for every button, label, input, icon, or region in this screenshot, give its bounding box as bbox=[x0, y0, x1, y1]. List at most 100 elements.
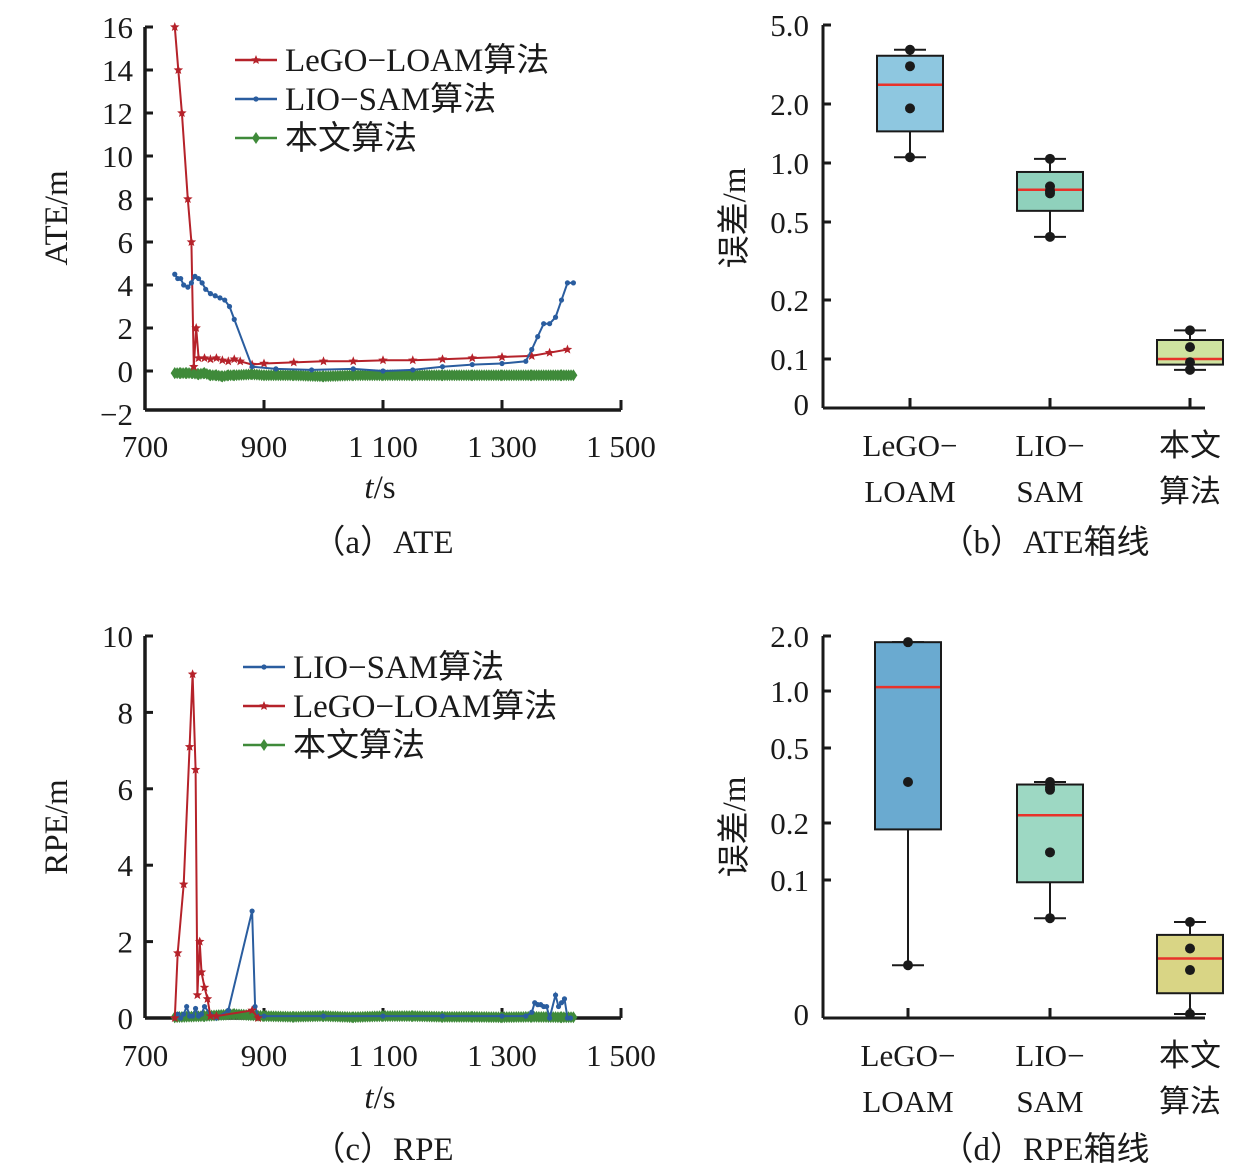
legend-marker-icon bbox=[253, 96, 259, 102]
x-category-label: 算法 bbox=[1159, 474, 1221, 509]
data-point bbox=[469, 361, 475, 368]
data-point bbox=[320, 1013, 327, 1019]
y-tick-label: 0 bbox=[118, 1001, 134, 1036]
data-point bbox=[567, 369, 576, 382]
data-point bbox=[196, 967, 207, 977]
data-point bbox=[1185, 1009, 1195, 1019]
series-star bbox=[170, 22, 573, 371]
series-star bbox=[170, 669, 263, 1022]
box-1 bbox=[1016, 153, 1084, 242]
legend-item: LIO−SAM算法 bbox=[235, 81, 496, 118]
y-tick-label: 1.0 bbox=[770, 146, 809, 181]
box-iqr bbox=[1016, 783, 1084, 884]
data-point bbox=[499, 1013, 505, 1019]
x-axis-label-var: t bbox=[364, 1080, 374, 1116]
box-2 bbox=[1156, 325, 1224, 375]
data-point bbox=[499, 360, 505, 367]
data-point bbox=[181, 1011, 187, 1017]
legend-item: 本文算法 bbox=[243, 727, 425, 764]
data-point bbox=[1185, 943, 1195, 954]
series-dot bbox=[172, 271, 577, 374]
data-point bbox=[252, 1003, 258, 1010]
data-point bbox=[552, 314, 559, 320]
data-point bbox=[903, 777, 913, 788]
series-diamond bbox=[170, 367, 578, 383]
data-point bbox=[1045, 188, 1055, 199]
x-tick-label: 900 bbox=[241, 1038, 288, 1073]
y-tick-label: 2.0 bbox=[770, 87, 809, 122]
data-point bbox=[309, 367, 315, 373]
data-point bbox=[1045, 913, 1055, 924]
data-point bbox=[217, 355, 228, 365]
data-point bbox=[202, 993, 213, 1003]
x-category-label: LeGO− bbox=[861, 1038, 956, 1073]
data-point bbox=[1185, 917, 1195, 928]
y-tick-label: 2 bbox=[118, 925, 134, 960]
data-point bbox=[193, 353, 204, 363]
data-point bbox=[1045, 231, 1055, 242]
legend-label: LIO−SAM算法 bbox=[285, 81, 496, 118]
data-point bbox=[223, 356, 234, 366]
data-point bbox=[178, 275, 184, 282]
data-point bbox=[207, 291, 214, 297]
data-point bbox=[289, 357, 299, 367]
data-point bbox=[199, 280, 205, 286]
y-tick-label: 6 bbox=[118, 772, 134, 807]
data-point bbox=[527, 350, 537, 360]
y-tick-label: 10 bbox=[102, 619, 133, 654]
data-point bbox=[231, 316, 237, 322]
y-tick-label: 14 bbox=[102, 53, 134, 88]
data-point bbox=[249, 364, 255, 370]
y-tick-label: 0.5 bbox=[770, 731, 809, 766]
data-point bbox=[437, 354, 448, 364]
data-point bbox=[905, 61, 915, 72]
y-tick-label: 8 bbox=[118, 695, 134, 730]
data-point bbox=[190, 1013, 196, 1019]
data-point bbox=[318, 356, 329, 366]
data-point bbox=[497, 352, 507, 362]
data-point bbox=[380, 368, 386, 374]
x-tick-label: 1 500 bbox=[586, 1038, 656, 1073]
legend-item: LeGO−LOAM算法 bbox=[243, 688, 557, 725]
x-category-label: 本文 bbox=[1159, 1038, 1221, 1073]
data-point bbox=[205, 354, 216, 364]
x-tick-label: 1 100 bbox=[348, 1038, 418, 1073]
chart-caption: （a）ATE bbox=[312, 525, 453, 561]
data-point bbox=[273, 366, 279, 372]
data-point bbox=[903, 960, 913, 971]
y-axis-label: 误差/m bbox=[716, 167, 753, 268]
data-point bbox=[1045, 153, 1055, 164]
data-point bbox=[408, 355, 418, 365]
data-point bbox=[380, 1013, 386, 1019]
y-tick-label: 0 bbox=[794, 997, 810, 1032]
series-line bbox=[174, 910, 571, 1022]
data-point bbox=[903, 637, 913, 648]
x-axis-label-var: t bbox=[364, 470, 374, 506]
y-tick-label: 2.0 bbox=[770, 619, 809, 654]
data-point bbox=[172, 271, 178, 277]
data-point bbox=[170, 1013, 180, 1022]
data-point bbox=[185, 284, 191, 290]
y-tick-label: 6 bbox=[118, 225, 134, 260]
data-point bbox=[183, 194, 193, 203]
data-point bbox=[175, 1011, 181, 1017]
data-point bbox=[195, 936, 205, 946]
data-point bbox=[529, 1009, 535, 1015]
data-point bbox=[184, 741, 195, 751]
data-point bbox=[558, 297, 565, 303]
x-tick-label: 1 100 bbox=[348, 429, 418, 464]
y-axis-label: 误差/m bbox=[716, 776, 753, 877]
data-point bbox=[259, 358, 269, 368]
data-point bbox=[211, 353, 222, 363]
legend-item: 本文算法 bbox=[235, 120, 417, 157]
data-point bbox=[187, 669, 198, 679]
y-tick-label: 0.2 bbox=[770, 283, 809, 318]
data-point bbox=[410, 367, 416, 373]
y-tick-label: 0 bbox=[794, 387, 810, 422]
data-point bbox=[212, 293, 218, 299]
data-point bbox=[186, 237, 197, 246]
data-point bbox=[544, 1003, 550, 1010]
legend-item: LIO−SAM算法 bbox=[243, 649, 504, 686]
y-tick-label: 2 bbox=[118, 311, 134, 346]
